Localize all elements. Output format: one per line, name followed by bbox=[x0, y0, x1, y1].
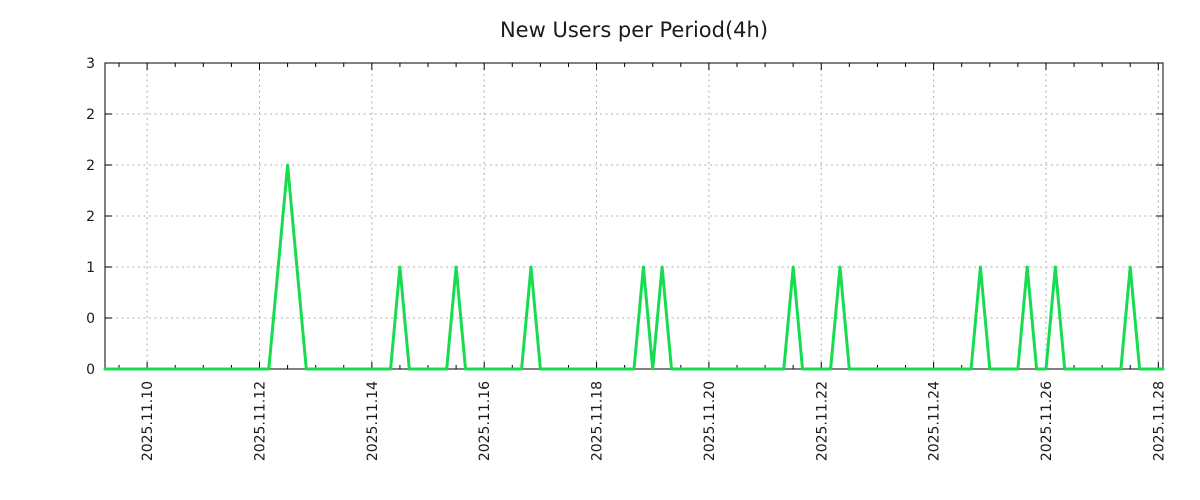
y-tick-label: 2 bbox=[86, 107, 95, 123]
y-tick-label: 2 bbox=[86, 209, 95, 225]
y-tick-label: 0 bbox=[86, 311, 95, 327]
x-tick-label: 2025.11.28 bbox=[1151, 381, 1167, 461]
x-tick-label: 2025.11.20 bbox=[702, 381, 718, 461]
x-tick-label: 2025.11.24 bbox=[927, 381, 943, 461]
chart-title: New Users per Period(4h) bbox=[499, 18, 769, 42]
y-tick-label: 2 bbox=[86, 158, 95, 174]
y-tick-label: 3 bbox=[86, 56, 95, 72]
x-tick-label: 2025.11.16 bbox=[477, 381, 493, 461]
data-line bbox=[103, 163, 1165, 371]
y-tick-label: 1 bbox=[86, 260, 95, 276]
x-tick-label: 2025.11.10 bbox=[140, 381, 156, 461]
x-tick-label: 2025.11.18 bbox=[590, 381, 606, 461]
y-tick-label: 0 bbox=[86, 362, 95, 378]
x-tick-label: 2025.11.14 bbox=[365, 381, 381, 461]
x-tick-label: 2025.11.12 bbox=[253, 381, 269, 461]
x-tick-label: 2025.11.22 bbox=[814, 381, 830, 461]
x-tick-label: 2025.11.26 bbox=[1039, 381, 1055, 461]
